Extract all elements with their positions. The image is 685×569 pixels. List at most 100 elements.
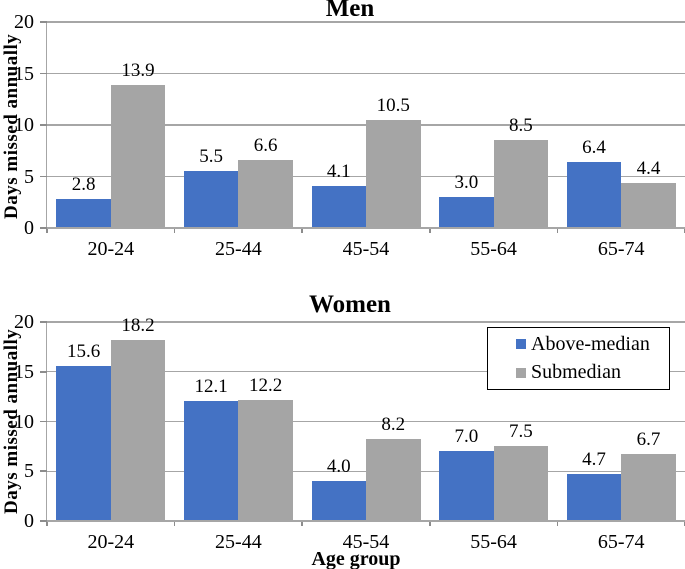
bar-above-median-25-44 (183, 171, 239, 228)
legend-box: Above-median Submedian (487, 327, 670, 390)
bar-above-median-55-64 (439, 451, 494, 521)
gridline-10 (47, 420, 685, 423)
x-category-label-25-44: 25-44 (215, 238, 262, 260)
bar-submedian-45-54 (366, 439, 421, 521)
bar-value-label: 8.2 (381, 414, 406, 436)
gridline-20 (47, 321, 685, 323)
x-tick-mark (429, 228, 431, 233)
bar-above-median-55-64 (439, 197, 494, 228)
bar-submedian-25-44 (238, 160, 293, 228)
bar-above-median-65-74 (566, 474, 622, 521)
x-category-label-45-54: 45-54 (342, 531, 390, 553)
y-tick-label-10: 10 (14, 410, 34, 433)
y-tick-label-10: 10 (14, 114, 34, 136)
x-category-label-20-24: 20-24 (87, 238, 135, 260)
x-tick-mark (301, 521, 303, 526)
x-tick-mark (46, 521, 48, 526)
y-tick-mark-5 (40, 470, 47, 473)
x-axis-title: Age group (311, 548, 401, 569)
bar-above-median-20-24 (56, 199, 111, 228)
bar-submedian-65-74 (621, 454, 676, 521)
y-tick-label-15: 15 (14, 360, 34, 383)
x-category-label-45-54: 45-54 (342, 238, 390, 260)
bar-value-label: 4.4 (636, 157, 661, 179)
y-tick-mark-5 (40, 175, 47, 178)
x-tick-mark (173, 228, 176, 233)
x-axis-line (47, 520, 685, 522)
women-plot-area: 0 5 10 15 20 15.6 18.2 20-24 12.1 12.2 25-44 4.0 8.2… (14, 311, 685, 553)
x-tick-mark (556, 521, 559, 526)
bar-submedian-45-54 (366, 119, 421, 228)
bar-value-label: 12.2 (249, 374, 283, 396)
legend-label-submedian: Submedian (531, 361, 621, 384)
bar-submedian-20-24 (110, 339, 166, 521)
legend-item-above-median: Above-median (516, 333, 669, 356)
bar-value-label: 7.5 (508, 421, 533, 443)
bar-value-label: 5.5 (199, 146, 224, 168)
bar-submedian-55-64 (493, 140, 549, 228)
men-y-axis-title: Days missed annually (1, 33, 22, 219)
bar-above-median-45-54 (311, 185, 366, 228)
bar-above-median-25-44 (183, 400, 239, 521)
y-tick-label-20: 20 (14, 11, 34, 33)
x-category-label-65-74: 65-74 (597, 531, 645, 553)
submedian-swatch-icon (516, 367, 526, 378)
y-tick-mark-15 (40, 370, 47, 373)
x-tick-mark (173, 521, 176, 526)
x-tick-mark (556, 228, 559, 233)
men-chart-title: Men (325, 0, 375, 22)
bar-above-median-45-54 (311, 481, 366, 521)
bar-value-label: 4.0 (326, 456, 351, 478)
bar-value-label: 6.7 (636, 429, 661, 451)
y-tick-mark-20 (40, 21, 47, 23)
gridline-15 (47, 72, 685, 75)
y-tick-mark-15 (40, 72, 47, 75)
y-tick-mark-10 (40, 124, 47, 126)
bar-value-label: 2.8 (71, 174, 96, 196)
bar-value-label: 3.0 (454, 172, 479, 194)
bar-value-label: 15.6 (66, 340, 101, 362)
bar-value-label: 4.7 (582, 449, 606, 471)
x-tick-mark (301, 228, 303, 233)
bar-value-label: 6.4 (582, 137, 606, 159)
women-y-axis-title: Days missed annually (1, 328, 22, 515)
y-tick-label-15: 15 (14, 62, 34, 85)
y-tick-label-5: 5 (24, 165, 34, 188)
x-tick-mark (46, 228, 48, 233)
y-tick-label-20: 20 (14, 311, 34, 333)
legend-label-above-median: Above-median (531, 332, 650, 355)
y-tick-mark-10 (40, 420, 47, 423)
y-tick-mark-0 (40, 520, 47, 522)
y-tick-label-0: 0 (24, 510, 34, 532)
y-tick-mark-0 (40, 227, 47, 229)
x-tick-mark (429, 521, 431, 526)
x-category-label-55-64: 55-64 (470, 531, 517, 553)
legend-item-submedian: Submedian (516, 361, 669, 384)
bar-value-label: 12.1 (194, 375, 228, 397)
y-tick-label-0: 0 (24, 217, 34, 239)
bar-submedian-25-44 (238, 399, 293, 521)
bar-value-label: 4.1 (326, 160, 351, 182)
bar-submedian-65-74 (621, 182, 676, 228)
x-category-label-55-64: 55-64 (470, 238, 517, 260)
gridline-15 (47, 371, 685, 373)
bar-value-label: 7.0 (454, 426, 479, 448)
men-plot-area: 0 5 10 15 20 2.8 13.9 20-24 5.5 6.6 25-44 4.1 10.5 45… (14, 11, 685, 260)
bar-submedian-55-64 (493, 446, 549, 521)
bar-value-label: 18.2 (121, 314, 155, 336)
x-category-label-25-44: 25-44 (215, 531, 262, 553)
bar-value-label: 13.9 (121, 59, 155, 81)
bar-value-label: 10.5 (376, 94, 410, 116)
women-chart-title: Women (309, 291, 391, 318)
y-tick-label-5: 5 (24, 460, 34, 483)
x-category-label-20-24: 20-24 (87, 531, 135, 553)
bar-value-label: 8.5 (508, 115, 533, 137)
x-category-label-65-74: 65-74 (597, 238, 645, 260)
bar-above-median-20-24 (56, 365, 111, 521)
x-axis-line (47, 227, 685, 229)
bar-above-median-65-74 (566, 162, 622, 228)
bar-value-label: 6.6 (253, 135, 278, 157)
above-median-swatch-icon (516, 339, 526, 350)
y-tick-mark-20 (40, 321, 47, 323)
